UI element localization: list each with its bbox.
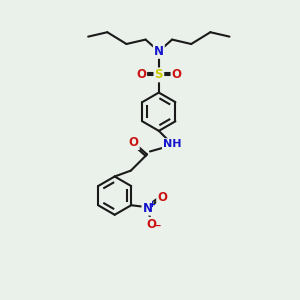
Text: O: O [129, 136, 139, 149]
Text: O: O [147, 218, 157, 231]
Text: N: N [142, 202, 152, 215]
Text: −: − [152, 221, 161, 231]
Text: +: + [148, 200, 155, 209]
Text: O: O [157, 191, 167, 204]
Text: O: O [172, 68, 182, 81]
Text: O: O [136, 68, 146, 81]
Text: NH: NH [163, 139, 181, 149]
Text: S: S [154, 68, 163, 81]
Text: N: N [154, 45, 164, 58]
